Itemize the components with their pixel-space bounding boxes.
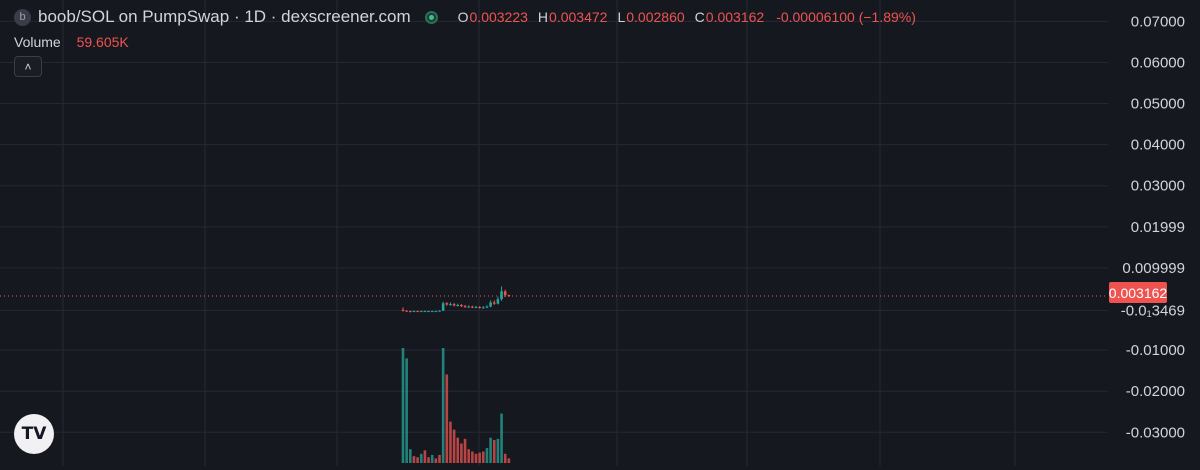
candle-body [474, 306, 478, 308]
candle-body [412, 311, 416, 313]
volume-bar [419, 453, 423, 463]
candle-body [419, 311, 423, 313]
y-axis-tick-label: -0.01000 [1126, 342, 1185, 359]
chevron-up-icon: ˄ [24, 59, 32, 74]
candle-body [427, 311, 430, 313]
y-axis-tick-label: -0.02000 [1126, 383, 1185, 400]
volume-bar [423, 450, 427, 463]
candle-body [449, 304, 452, 306]
candle-body [463, 306, 467, 308]
y-axis-tick-label: 0.009999 [1122, 260, 1185, 277]
volume-bar [434, 458, 438, 463]
volume-bar [471, 451, 474, 463]
candle-body [416, 311, 419, 313]
candle-body [482, 307, 485, 309]
candle-body [460, 304, 463, 307]
volume-bar [416, 457, 419, 463]
low-value: 0.002860 [626, 9, 685, 25]
candle-body [467, 306, 470, 308]
volume-bar [405, 358, 408, 463]
candle-body [423, 311, 427, 313]
candle-body [500, 291, 503, 300]
volume-bar [441, 348, 445, 463]
candle-body [503, 291, 507, 296]
price-change: -0.00006100 (−1.89%) [776, 9, 916, 25]
close-label: C [694, 9, 705, 25]
candle-body [471, 306, 474, 308]
candle-body [485, 306, 489, 308]
volume-bar [430, 454, 434, 463]
volume-bar [503, 453, 507, 463]
volume-bar [409, 449, 412, 463]
ohlc-readout: O 0.003223 H 0.003472 L 0.002860 C 0.003… [458, 9, 916, 25]
y-axis-tick-label: 0.04000 [1131, 137, 1185, 154]
current-price-label: 0.003162 [1109, 282, 1167, 303]
tradingview-logo[interactable]: TV [14, 414, 54, 454]
volume-bar [438, 454, 441, 463]
volume-bar [489, 437, 492, 463]
eye-icon[interactable] [424, 10, 438, 24]
candle-body [441, 303, 445, 311]
low-label: L [617, 9, 626, 25]
y-axis-tick-label: -0.0₁3469 [1121, 302, 1185, 319]
candle-body [430, 311, 434, 313]
coin-icon: b [14, 8, 31, 26]
pair-title: boob/SOL on PumpSwap · 1D · dexscreener.… [38, 7, 411, 26]
y-axis-tick-label: 0.01999 [1131, 219, 1185, 236]
volume-label: Volume [14, 34, 61, 50]
collapse-legend-button[interactable]: ˄ [14, 56, 42, 77]
candle-body [489, 302, 492, 307]
candle-body [434, 311, 438, 313]
y-axis-tick-label: 0.06000 [1131, 54, 1185, 71]
volume-bar [401, 348, 405, 463]
high-label: H [537, 9, 549, 25]
volume-bar [445, 374, 449, 463]
volume-bar [449, 421, 452, 463]
volume-bar [496, 438, 500, 463]
volume-bar [463, 438, 467, 463]
volume-bar [485, 448, 489, 463]
close-value: 0.003162 [705, 9, 765, 25]
volume-bar [500, 413, 503, 463]
candle-body [405, 310, 408, 312]
y-axis-tick-label: -0.03000 [1126, 424, 1185, 441]
chart-legend-header: b boob/SOL on PumpSwap · 1D · dexscreene… [14, 7, 916, 27]
candle-body [445, 303, 449, 305]
candle-body [496, 299, 500, 304]
candle-body [507, 295, 511, 297]
volume-bar [460, 443, 463, 463]
open-value: 0.003223 [469, 9, 528, 25]
volume-bar [474, 453, 478, 463]
open-label: O [457, 9, 469, 25]
volume-bar [467, 449, 470, 463]
candle-body [401, 309, 405, 311]
candle-body [478, 306, 481, 308]
y-axis-tick-label: 0.07000 [1131, 13, 1185, 30]
candle-body [409, 311, 412, 313]
high-value: 0.003472 [549, 9, 608, 25]
volume-bar [427, 457, 430, 463]
candle-body [456, 304, 460, 306]
volume-bar [482, 451, 485, 463]
candle-body [452, 304, 456, 306]
volume-bar [452, 429, 456, 463]
volume-bar [478, 452, 481, 463]
volume-legend: Volume 59.605K [14, 34, 129, 50]
candle-body [492, 302, 496, 304]
volume-bar [456, 437, 460, 463]
volume-bar [492, 440, 496, 463]
volume-value: 59.605K [76, 34, 129, 50]
volume-bar [507, 458, 511, 463]
volume-bar [412, 456, 416, 463]
y-axis-tick-label: 0.03000 [1131, 178, 1185, 195]
candle-body [438, 310, 441, 312]
y-axis-tick-label: 0.05000 [1131, 96, 1185, 113]
